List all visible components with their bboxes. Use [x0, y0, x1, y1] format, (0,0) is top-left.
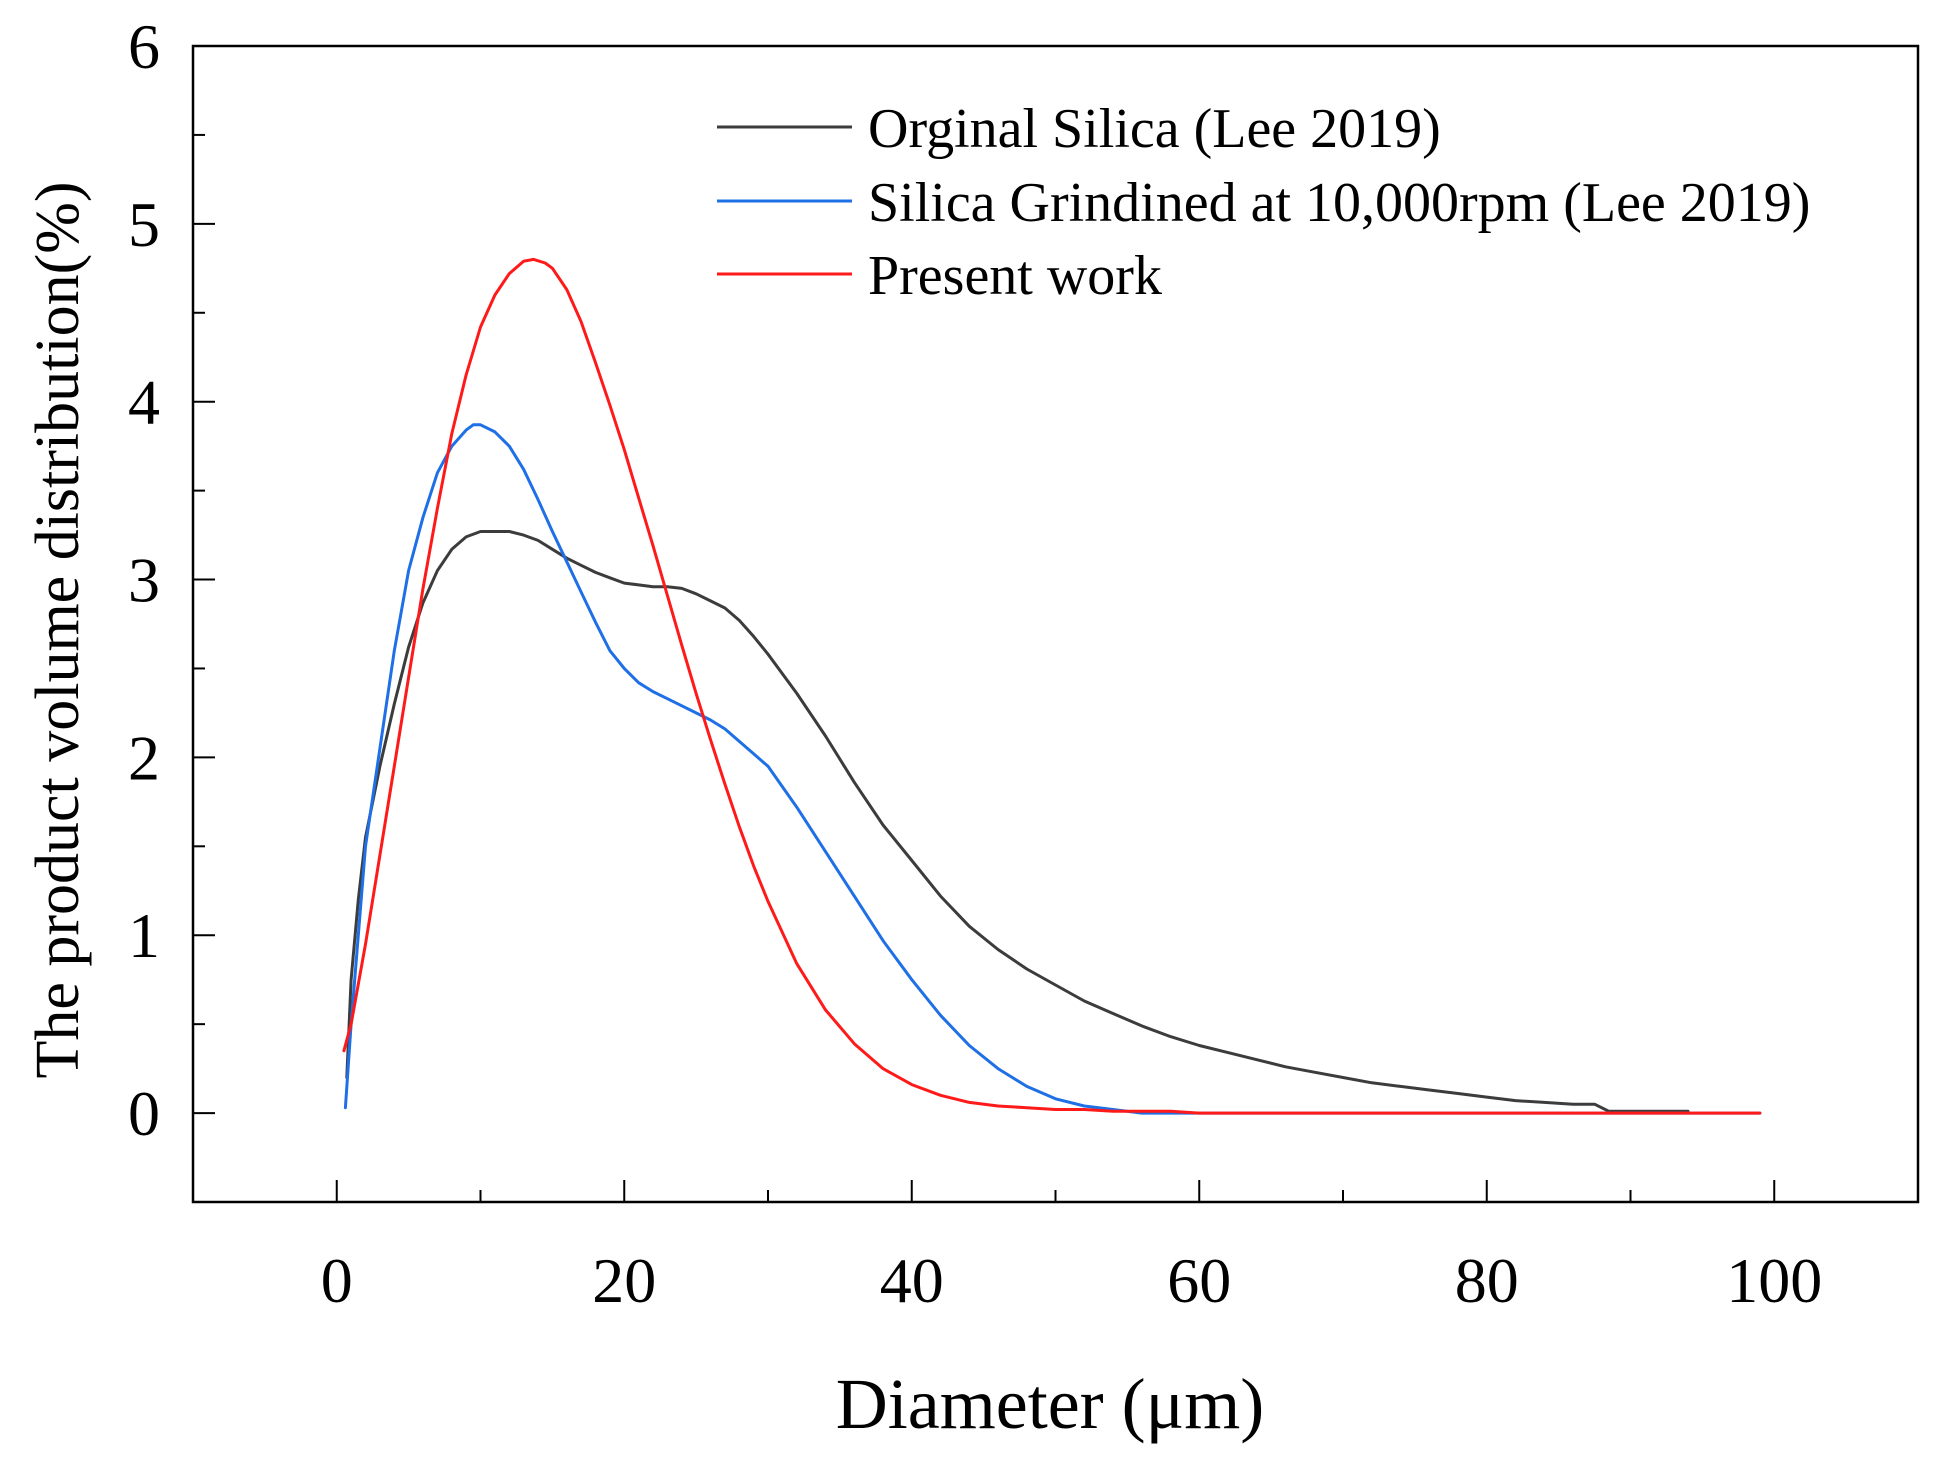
y-axis-label: The product volume distribution(%) [24, 181, 92, 1078]
ticks-layer: 0 20 40 60 80 100 0 1 2 3 4 5 6 [128, 11, 1822, 1316]
series-line-3 [342, 257, 1762, 1115]
y-tick-label: 1 [128, 900, 160, 971]
y-tick-label: 4 [128, 367, 160, 438]
x-tick-label: 100 [1726, 1245, 1822, 1316]
y-tick-label: 3 [128, 545, 160, 616]
plot-frame [191, 44, 1920, 1204]
x-axis-label: Diameter (μm) [836, 1364, 1264, 1444]
y-tick-label: 5 [128, 189, 160, 260]
legend: Orginal Silica (Lee 2019) Silica Grindine… [717, 98, 1810, 307]
y-tick-label: 6 [128, 11, 160, 82]
series-line-1 [345, 530, 1690, 1113]
legend-label-2: Silica Grindined at 10,000rpm (Lee 2019) [868, 172, 1810, 234]
legend-label-3: Present work [868, 245, 1162, 307]
series-layer [342, 257, 1762, 1115]
y-tick-label: 0 [128, 1078, 160, 1149]
legend-label-1: Orginal Silica (Lee 2019) [868, 98, 1441, 160]
x-tick-label: 40 [880, 1245, 944, 1316]
series-line-2 [343, 423, 1762, 1115]
x-tick-label: 20 [592, 1245, 656, 1316]
y-tick-label: 2 [128, 722, 160, 793]
x-tick-label: 80 [1455, 1245, 1519, 1316]
x-tick-label: 60 [1167, 1245, 1231, 1316]
x-tick-label: 0 [321, 1245, 353, 1316]
